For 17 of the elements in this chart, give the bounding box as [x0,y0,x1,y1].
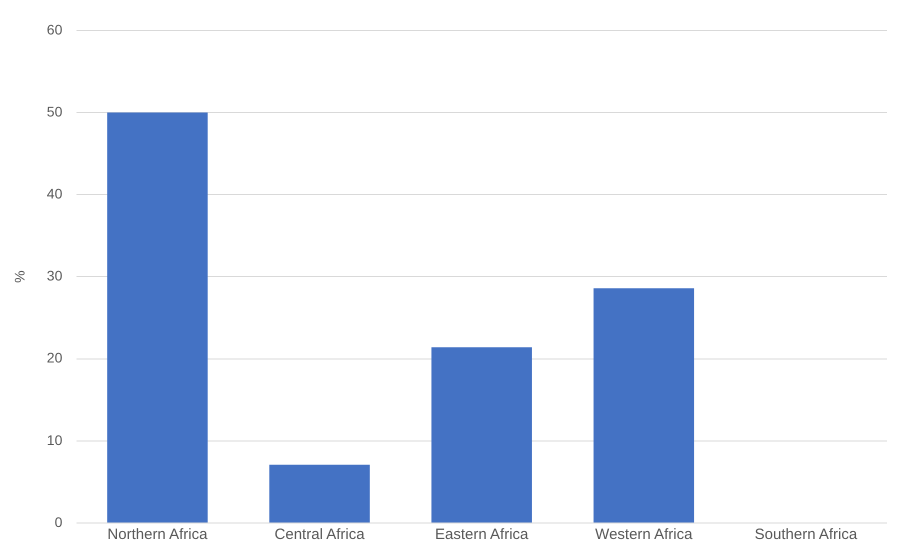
x-tick-label: Eastern Africa [434,526,530,544]
bar [594,288,694,522]
bar [269,464,370,522]
bar [431,347,532,522]
x-tick-label: Central Africa [274,526,366,544]
y-tick-label: 30 [46,268,63,284]
x-tick-label: Northern Africa [107,526,208,544]
y-tick-label: 0 [54,514,63,530]
bar [107,112,208,522]
y-tick-label: 10 [46,432,63,448]
y-tick-label: 50 [46,103,63,120]
x-tick-label: Southern Africa [754,526,858,544]
y-tick-label: 20 [46,350,63,366]
x-tick-label: Western Africa [595,526,694,544]
y-tick-label: 60 [46,21,63,38]
y-axis-title: % [11,270,28,283]
y-tick-label: 40 [46,185,63,202]
